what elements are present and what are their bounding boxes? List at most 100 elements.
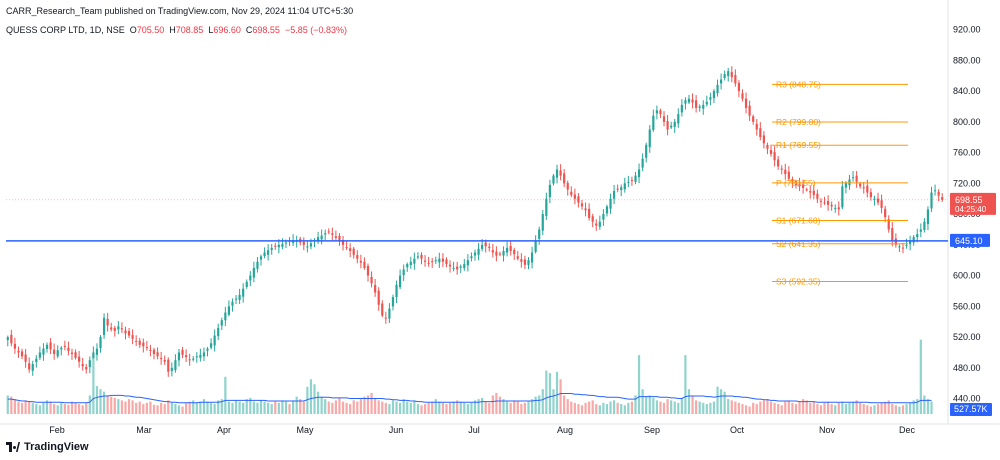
candle [759, 128, 762, 138]
volume-bar [527, 401, 530, 414]
volume-bar [727, 399, 730, 414]
candle [274, 245, 277, 247]
candle [534, 240, 537, 252]
candle [217, 327, 220, 337]
pivot-label: S3 (592.35) [776, 276, 821, 286]
volume-bar [605, 404, 609, 414]
volume-bar [85, 402, 88, 414]
volume-bar [805, 400, 808, 414]
candle [652, 115, 655, 130]
volume-bar [374, 397, 377, 414]
candle [937, 191, 940, 196]
volume-bar [552, 389, 555, 414]
volume-bar [341, 401, 345, 414]
low-value: 696.60 [213, 25, 241, 35]
volume-bar [691, 395, 694, 414]
volume-bar [92, 358, 95, 414]
candle [923, 221, 926, 230]
high-value: 708.85 [175, 25, 204, 35]
candle [855, 175, 858, 182]
candle [113, 327, 116, 331]
volume-bar [95, 386, 99, 414]
volume-ma-line [7, 393, 932, 404]
candle [252, 267, 255, 278]
volume-bar [705, 404, 708, 414]
candle [13, 343, 17, 349]
candle [659, 110, 662, 115]
volume-bar [270, 404, 273, 414]
volume-bar [431, 401, 434, 414]
candle [620, 187, 623, 191]
candle [188, 359, 191, 361]
candle [791, 179, 794, 182]
volume-bar [113, 397, 116, 414]
volume-bar [588, 401, 591, 414]
candle [284, 242, 288, 244]
volume-bar [445, 404, 448, 414]
volume-bar [491, 395, 494, 414]
volume-bars [6, 339, 933, 414]
volume-bar [677, 402, 680, 414]
volume-bar [456, 400, 459, 414]
volume-bar [420, 405, 423, 414]
candle [484, 242, 487, 247]
candle [88, 360, 91, 368]
candle [730, 72, 733, 78]
candle [612, 191, 616, 199]
candle [595, 223, 598, 226]
candle [634, 175, 637, 182]
volume-bar [809, 402, 812, 414]
volume-bar [595, 404, 598, 414]
x-tick-label: Mar [136, 425, 152, 435]
candle [834, 207, 837, 209]
volume-bar [13, 399, 17, 414]
candle [559, 170, 562, 176]
volume-bar [894, 405, 897, 414]
volume-bar [199, 401, 202, 414]
volume-bar [416, 404, 420, 414]
candle [894, 238, 897, 245]
volume-bar [217, 400, 220, 414]
last-price-value: 698.55 [955, 195, 983, 205]
volume-bar [60, 402, 63, 414]
candle [70, 352, 74, 355]
volume-bar [812, 401, 815, 414]
volume-bar [377, 400, 380, 414]
candle [213, 335, 216, 346]
candle [841, 186, 844, 208]
candle [545, 198, 548, 216]
x-tick-label: May [296, 425, 314, 435]
volume-bar [530, 399, 534, 414]
candle [530, 252, 534, 263]
candle [555, 169, 559, 178]
candle [95, 348, 99, 355]
volume-bar [887, 400, 890, 414]
candle [53, 349, 56, 355]
candle [901, 247, 905, 249]
pivot-label: S2 (641.35) [776, 239, 821, 249]
volume-bar [245, 399, 248, 414]
x-tick-label: Nov [819, 425, 836, 435]
volume-bar [110, 396, 113, 414]
candle [366, 265, 370, 276]
volume-bar [292, 400, 295, 414]
volume-bar [730, 400, 733, 414]
candle [388, 308, 391, 319]
volume-bar [723, 391, 726, 414]
volume-bar [505, 401, 509, 414]
volume-bar [20, 402, 24, 414]
candle [520, 259, 523, 262]
candle [99, 337, 102, 349]
candle [160, 358, 163, 360]
candle [145, 347, 148, 349]
volume-bar [791, 402, 794, 414]
close-value: 698.55 [252, 25, 280, 35]
volume-bar [502, 399, 505, 414]
tradingview-logo[interactable]: TradingView [6, 441, 89, 453]
candle [812, 190, 815, 195]
volume-bar [919, 339, 922, 414]
volume-bar [891, 404, 894, 414]
volume-bar [160, 402, 163, 414]
candle [930, 192, 933, 209]
